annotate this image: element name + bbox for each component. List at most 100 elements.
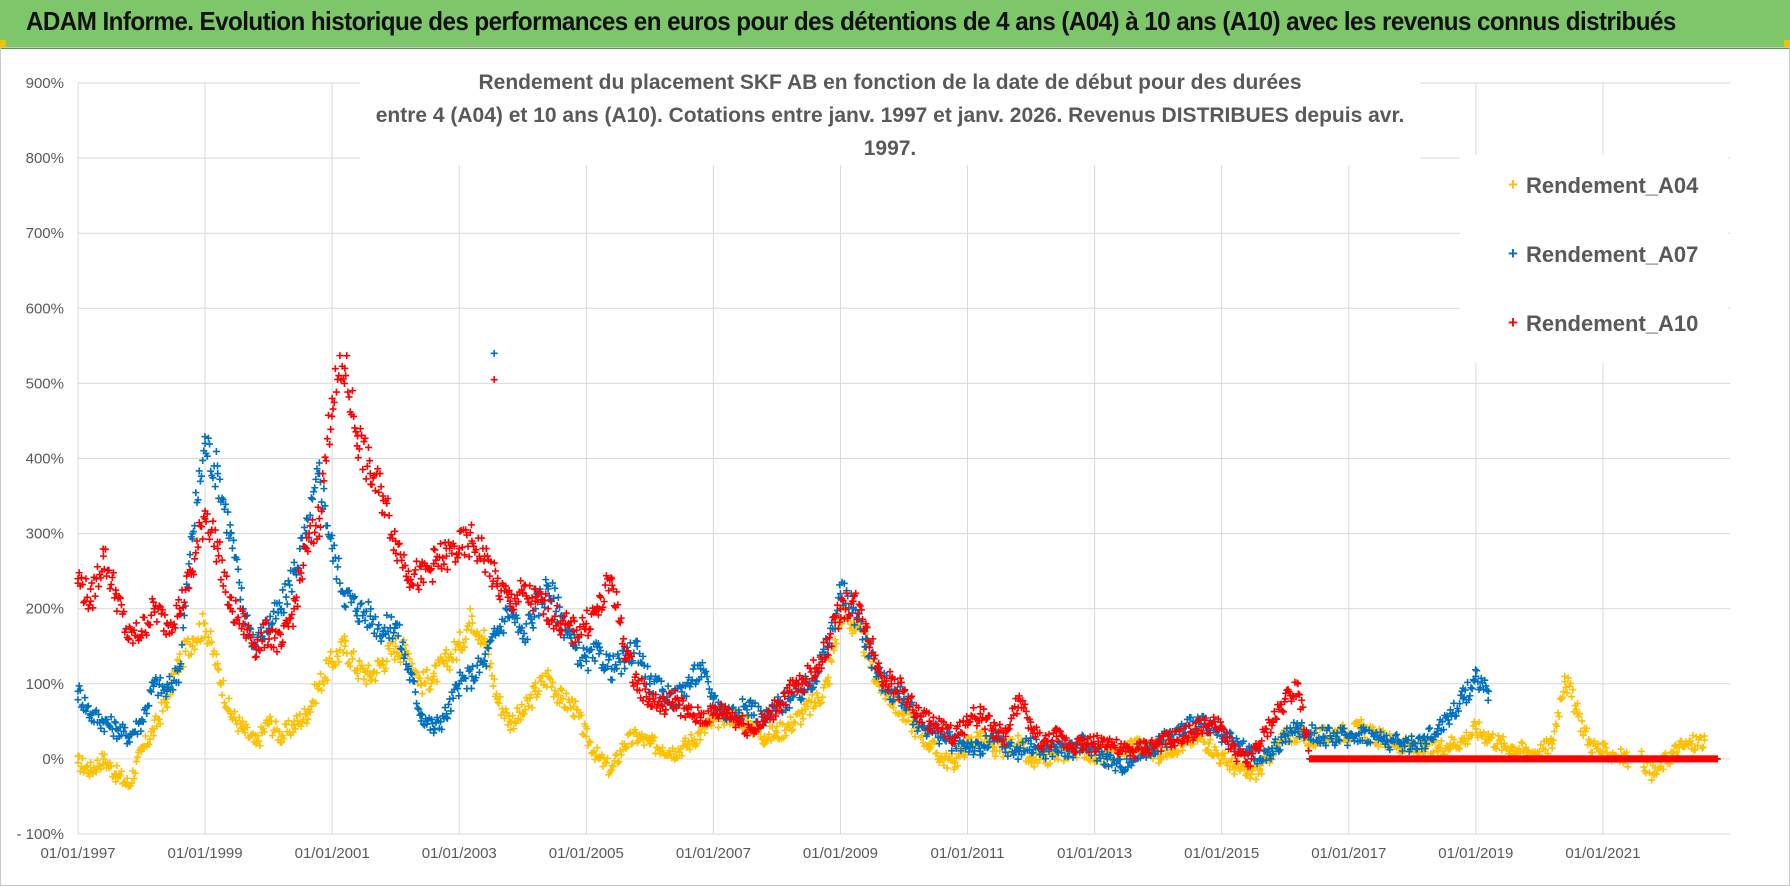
point-rendement-a04 — [241, 729, 249, 737]
point-rendement-a04 — [1549, 736, 1557, 744]
point-rendement-a04 — [385, 645, 393, 653]
point-rendement-a04 — [1508, 743, 1516, 751]
point-rendement-a07 — [535, 612, 543, 620]
point-rendement-a04 — [787, 713, 795, 721]
point-rendement-a04 — [1671, 742, 1679, 750]
point-rendement-a04 — [1236, 767, 1244, 775]
point-rendement-a04 — [80, 768, 88, 776]
point-rendement-a07 — [320, 485, 328, 493]
point-rendement-a04 — [593, 744, 601, 752]
point-rendement-a07 — [522, 620, 530, 628]
point-rendement-a04 — [363, 667, 371, 675]
point-rendement-a04 — [585, 737, 593, 745]
point-rendement-a04 — [390, 648, 398, 656]
point-rendement-a04 — [260, 728, 268, 736]
point-rendement-a10 — [967, 712, 975, 720]
point-rendement-a04 — [113, 762, 121, 770]
point-rendement-a04 — [426, 685, 434, 693]
point-rendement-a04 — [212, 650, 220, 658]
point-rendement-a04 — [602, 759, 610, 767]
x-tick-label: 01/01/2001 — [295, 845, 370, 862]
point-rendement-a07 — [529, 624, 537, 632]
point-rendement-a04 — [816, 700, 824, 708]
point-rendement-a04 — [953, 762, 961, 770]
point-rendement-a07 — [120, 727, 128, 735]
point-rendement-a07 — [146, 686, 154, 694]
point-rendement-a04 — [97, 765, 105, 773]
point-rendement-a04 — [991, 752, 999, 760]
point-rendement-a04 — [1553, 722, 1561, 730]
point-rendement-a10 — [191, 555, 199, 563]
point-rendement-a07 — [542, 576, 550, 584]
point-rendement-a07 — [204, 434, 212, 442]
point-rendement-a04 — [1220, 754, 1228, 762]
point-rendement-a04 — [496, 693, 504, 701]
point-rendement-a04 — [1499, 733, 1507, 741]
point-rendement-a04 — [480, 626, 488, 634]
legend-item-a07: Rendement_A07 — [1526, 242, 1699, 267]
point-rendement-a10 — [586, 625, 594, 633]
point-rendement-a10 — [539, 610, 547, 618]
point-rendement-a07 — [377, 637, 385, 645]
point-rendement-a07 — [228, 544, 236, 552]
point-rendement-a04 — [255, 737, 263, 745]
point-rendement-a07 — [196, 477, 204, 485]
point-rendement-a07 — [79, 701, 87, 709]
point-rendement-a04 — [1020, 739, 1028, 747]
point-rendement-a04 — [569, 712, 577, 720]
point-rendement-a10 — [415, 585, 423, 593]
point-rendement-a04 — [1221, 749, 1229, 757]
point-rendement-a04 — [232, 717, 240, 725]
point-rendement-a04 — [1517, 738, 1525, 746]
point-rendement-a07 — [1014, 755, 1022, 763]
x-tick-label: 01/01/2019 — [1438, 845, 1513, 862]
point-rendement-a04 — [314, 685, 322, 693]
point-rendement-a04 — [487, 660, 495, 668]
point-rendement-a04 — [235, 713, 243, 721]
point-rendement-a07 — [226, 521, 234, 529]
point-rendement-a10 — [368, 481, 376, 489]
point-rendement-a04 — [687, 731, 695, 739]
point-rendement-a10 — [320, 477, 328, 485]
point-rendement-a04 — [1252, 776, 1260, 784]
point-rendement-a10 — [148, 595, 156, 603]
point-rendement-a10 — [348, 387, 356, 395]
point-rendement-a04 — [562, 689, 570, 697]
point-rendement-a04 — [1292, 734, 1300, 742]
point-rendement-a04 — [383, 657, 391, 665]
point-rendement-a04 — [799, 715, 807, 723]
point-rendement-a04 — [1462, 728, 1470, 736]
point-rendement-a04 — [789, 725, 797, 733]
point-rendement-a04 — [371, 677, 379, 685]
point-rendement-a04 — [1246, 774, 1254, 782]
point-rendement-a04 — [911, 733, 919, 741]
point-rendement-a07 — [234, 565, 242, 573]
point-rendement-a04 — [1578, 717, 1586, 725]
point-rendement-a04 — [1564, 674, 1572, 682]
point-rendement-a07 — [554, 593, 562, 601]
point-rendement-a07 — [323, 522, 331, 530]
point-rendement-a07 — [342, 603, 350, 611]
point-rendement-a04 — [355, 657, 363, 665]
point-rendement-a04 — [334, 652, 342, 660]
point-rendement-a10 — [217, 576, 225, 584]
point-rendement-a10 — [601, 581, 609, 589]
point-rendement-a10 — [897, 678, 905, 686]
point-rendement-a04 — [616, 747, 624, 755]
point-rendement-a04 — [478, 633, 486, 641]
point-rendement-a04 — [195, 620, 203, 628]
point-rendement-a10 — [360, 438, 368, 446]
point-rendement-a04 — [825, 680, 833, 688]
point-rendement-a04 — [554, 691, 562, 699]
point-rendement-a04 — [312, 699, 320, 707]
point-rendement-a10 — [689, 711, 697, 719]
point-rendement-a10 — [117, 601, 125, 609]
point-rendement-a07 — [1484, 696, 1492, 704]
point-rendement-a10 — [340, 379, 348, 387]
point-rendement-a07 — [307, 494, 315, 502]
point-rendement-a04 — [159, 707, 167, 715]
point-rendement-a04 — [534, 690, 542, 698]
point-rendement-a10 — [209, 517, 217, 525]
point-rendement-a10 — [437, 540, 445, 548]
point-rendement-a04 — [93, 756, 101, 764]
